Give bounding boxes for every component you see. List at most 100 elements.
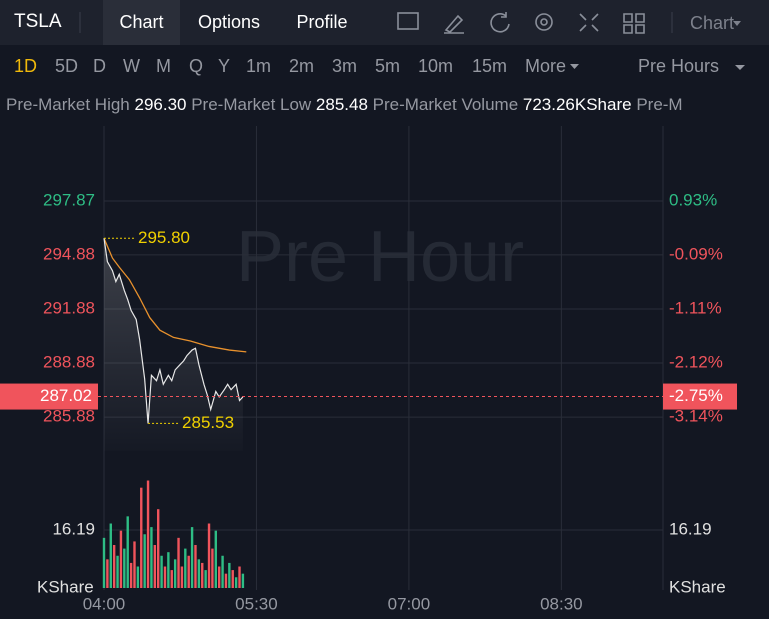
period[interactable]: 1m bbox=[246, 56, 271, 76]
current-price: 287.02 bbox=[40, 386, 92, 405]
tab[interactable]: Options bbox=[198, 12, 260, 32]
pct-tick-label: -3.14% bbox=[669, 407, 723, 426]
current-pct: -2.75% bbox=[669, 386, 723, 405]
volume-bar bbox=[211, 548, 214, 588]
volume-bar bbox=[221, 555, 224, 588]
period[interactable]: 15m bbox=[472, 56, 507, 76]
caret bbox=[570, 64, 579, 69]
period[interactable]: 2m bbox=[289, 56, 314, 76]
volume-bar bbox=[204, 570, 207, 588]
period[interactable]: More bbox=[525, 56, 566, 76]
tab[interactable]: Profile bbox=[296, 12, 347, 32]
x-tick-label: 05:30 bbox=[235, 594, 278, 613]
volume-tick-label: 16.19 bbox=[52, 519, 95, 538]
volume-bar bbox=[241, 573, 245, 588]
x-tick-label: 08:30 bbox=[540, 594, 583, 613]
period[interactable]: D bbox=[93, 56, 106, 76]
fullscreen-icon[interactable] bbox=[579, 13, 599, 32]
volume-bar bbox=[136, 566, 140, 588]
pct-tick-label: -2.12% bbox=[669, 353, 723, 372]
volume-bar bbox=[228, 562, 231, 588]
tab[interactable]: Chart bbox=[119, 12, 163, 32]
volume-unit: KShare bbox=[669, 577, 726, 596]
period[interactable]: Q bbox=[189, 56, 203, 76]
settings-icon[interactable] bbox=[535, 13, 553, 31]
y-tick-label: 297.87 bbox=[43, 190, 95, 209]
y-tick-label: 291.88 bbox=[43, 298, 95, 317]
low-label: 285.53 bbox=[182, 413, 234, 432]
x-tick-label: 04:00 bbox=[83, 594, 126, 613]
volume-bar bbox=[160, 555, 163, 588]
y-tick-label: 285.88 bbox=[43, 407, 95, 426]
volume-unit: KShare bbox=[37, 577, 94, 596]
toolbar-icons bbox=[397, 12, 645, 34]
period[interactable]: 3m bbox=[332, 56, 357, 76]
caret bbox=[733, 21, 741, 26]
stat-value: 285.48 bbox=[311, 95, 372, 114]
volume-bar bbox=[109, 523, 112, 588]
period[interactable]: M bbox=[156, 56, 171, 76]
volume-bar bbox=[126, 516, 129, 588]
settings-icon-core bbox=[540, 18, 548, 26]
volume-bar bbox=[116, 555, 119, 588]
volume-bar bbox=[157, 509, 160, 588]
volume-bar bbox=[194, 545, 197, 588]
volume-bar bbox=[231, 570, 234, 588]
volume-bar bbox=[146, 480, 150, 588]
symbol: TSLA bbox=[14, 11, 62, 32]
indicator-icon[interactable] bbox=[397, 12, 419, 30]
volume-bar bbox=[163, 566, 167, 588]
pct-tick-label: 0.93% bbox=[669, 190, 717, 209]
volume-bar bbox=[190, 527, 194, 588]
volume-bar bbox=[167, 552, 170, 588]
session-menu[interactable]: Pre Hours bbox=[638, 56, 719, 76]
volume-bar bbox=[214, 530, 217, 588]
volume-bar bbox=[106, 559, 109, 588]
volume-bar bbox=[129, 562, 133, 588]
volume-bar bbox=[207, 523, 211, 588]
avg-line bbox=[103, 238, 247, 353]
stat-label: Pre-M bbox=[636, 95, 682, 114]
volume-bar bbox=[224, 573, 228, 588]
refresh-icon[interactable] bbox=[490, 12, 510, 33]
y-tick-label: 294.88 bbox=[43, 244, 95, 263]
volume-bar bbox=[140, 487, 143, 588]
volume-bar bbox=[177, 537, 180, 588]
volume-bar bbox=[119, 530, 123, 588]
period[interactable]: 1D bbox=[14, 56, 37, 76]
pct-tick-label: -1.11% bbox=[669, 298, 722, 317]
watermark: Pre Hour bbox=[236, 217, 524, 297]
layout-icon[interactable] bbox=[623, 13, 645, 34]
caret bbox=[735, 65, 745, 70]
period[interactable]: Y bbox=[218, 56, 230, 76]
period[interactable]: 5D bbox=[55, 56, 78, 76]
volume-bar bbox=[234, 577, 238, 588]
y-tick-label: 288.88 bbox=[43, 353, 95, 372]
chart-menu[interactable]: Chart bbox=[690, 13, 734, 33]
volume-bar bbox=[201, 562, 204, 588]
volume-bar bbox=[238, 566, 241, 588]
volume-tick-label: 16.19 bbox=[669, 519, 712, 538]
price-area bbox=[104, 238, 243, 451]
current-pct-badge bbox=[663, 383, 737, 410]
high-label: 295.80 bbox=[138, 228, 190, 247]
volume-bar bbox=[112, 545, 116, 588]
active-tab bbox=[103, 0, 180, 45]
volume-bar bbox=[173, 559, 177, 588]
volume-bar bbox=[184, 548, 187, 588]
period[interactable]: 5m bbox=[375, 56, 400, 76]
volume-bar bbox=[133, 541, 136, 588]
period[interactable]: W bbox=[123, 56, 140, 76]
stat-label: Pre-Market Low bbox=[191, 95, 312, 114]
volume-bar bbox=[187, 555, 190, 588]
pct-tick-label: -0.09% bbox=[669, 244, 723, 263]
volume-bar bbox=[123, 548, 126, 588]
volume-bar bbox=[102, 537, 106, 588]
draw-icon[interactable] bbox=[444, 14, 464, 34]
volume-bar bbox=[197, 559, 201, 588]
period[interactable]: 10m bbox=[418, 56, 453, 76]
stat-label: Pre-Market High bbox=[6, 95, 130, 114]
stat-label: Pre-Market Volume bbox=[373, 95, 519, 114]
volume-bar bbox=[217, 566, 221, 588]
